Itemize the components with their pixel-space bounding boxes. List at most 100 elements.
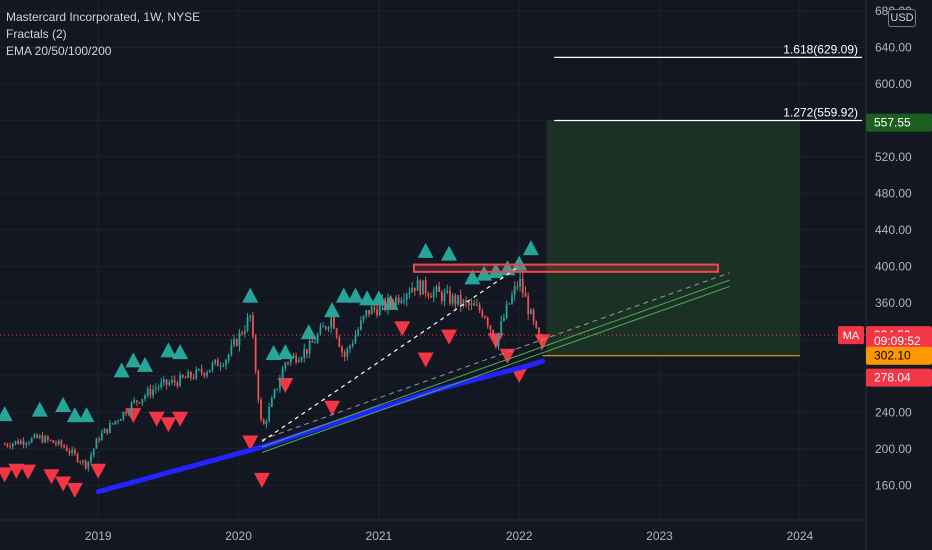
fractal-up-marker — [522, 240, 539, 256]
candle-body — [71, 449, 74, 454]
fib-1272-label: 1.272(559.92) — [783, 105, 858, 119]
candle-body — [335, 328, 338, 338]
fractal-up-marker — [160, 342, 177, 358]
fractals-down-layer — [0, 321, 551, 498]
candle-body — [503, 317, 505, 321]
candle-body — [246, 317, 249, 331]
candle-body — [30, 437, 33, 443]
candle-body — [73, 449, 76, 454]
candle-body — [257, 371, 260, 400]
price-label-text: 09:09:52 — [874, 334, 921, 348]
candle-body — [109, 423, 111, 433]
candle-body — [138, 402, 141, 404]
candle-body — [176, 382, 179, 387]
indicator-fractals[interactable]: Fractals (2) — [6, 27, 67, 41]
fractal-down-marker — [277, 377, 294, 393]
candle-body — [438, 286, 441, 292]
candle-body — [211, 363, 214, 370]
symbol-title[interactable]: Mastercard Incorporated, 1W, NYSE — [6, 10, 201, 24]
fractal-up-marker — [172, 344, 189, 360]
candle-body — [419, 280, 422, 295]
y-tick-label: 240.00 — [875, 405, 912, 419]
candle-body — [206, 372, 208, 376]
fractal-up-marker — [265, 345, 282, 361]
candle-body — [260, 399, 262, 420]
fractal-up-marker — [0, 406, 13, 422]
candle-body — [22, 440, 25, 445]
candle-body — [117, 420, 119, 422]
candle-body — [52, 440, 55, 444]
symbol-badge-text: MA — [843, 330, 860, 342]
channel-line — [261, 279, 730, 448]
candle-body — [133, 400, 136, 403]
candle-body — [168, 382, 171, 385]
candle-body — [322, 326, 324, 328]
fractal-up-marker — [66, 407, 83, 423]
candle-body — [208, 369, 211, 373]
candle-body — [92, 448, 95, 456]
candle-body — [443, 292, 446, 302]
candle-body — [413, 287, 416, 291]
candle-body — [327, 327, 330, 329]
candle-body — [198, 369, 200, 371]
candle-body — [184, 377, 187, 379]
y-tick-label: 440.00 — [875, 223, 912, 237]
y-tick-label: 200.00 — [875, 442, 912, 456]
indicator-ema[interactable]: EMA 20/50/100/200 — [6, 44, 112, 58]
candle-body — [395, 297, 397, 306]
candle-body — [494, 338, 497, 347]
candle-body — [314, 342, 316, 344]
y-tick-label: 600.00 — [875, 77, 912, 91]
fractal-down-marker — [511, 367, 528, 383]
candles-layer — [3, 272, 543, 472]
fractal-down-marker — [417, 352, 434, 368]
candle-body — [481, 310, 484, 317]
candle-body — [214, 359, 217, 364]
fractal-down-marker — [160, 417, 177, 433]
candle-body — [241, 332, 244, 334]
fractal-up-marker — [125, 352, 142, 368]
candle-body — [11, 443, 14, 447]
candle-body — [163, 379, 165, 383]
y-tick-label: 640.00 — [875, 40, 912, 54]
candle-body — [268, 407, 271, 421]
fractal-down-marker — [499, 348, 516, 364]
price-label-text: 557.55 — [874, 116, 911, 130]
candle-body — [106, 428, 109, 433]
candle-body — [195, 369, 198, 379]
fractal-up-marker — [137, 356, 153, 372]
candle-body — [411, 287, 414, 293]
candle-body — [289, 358, 292, 363]
candle-body — [535, 321, 538, 328]
x-tick-label: 2023 — [646, 529, 673, 543]
candle-body — [33, 434, 36, 438]
ema-200-line — [95, 358, 546, 495]
candle-body — [300, 357, 303, 361]
candle-body — [68, 451, 71, 454]
candle-body — [497, 333, 500, 347]
fractal-down-marker — [441, 329, 458, 345]
fractal-up-marker — [55, 397, 72, 413]
candle-body — [157, 387, 160, 389]
x-axis[interactable]: 2019 2020 2021 2022 2023 2024 — [85, 529, 814, 543]
candle-body — [57, 440, 60, 445]
candle-body — [324, 326, 327, 329]
candle-body — [333, 317, 335, 329]
chart-legend: Mastercard Incorporated, 1W, NYSE Fracta… — [6, 9, 200, 60]
candle-body — [384, 299, 387, 309]
candle-body — [173, 379, 176, 383]
candle-body — [373, 306, 376, 310]
resistance-box[interactable] — [412, 263, 719, 273]
x-tick-label: 2019 — [85, 529, 112, 543]
candle-body — [249, 315, 252, 318]
candle-body — [270, 397, 273, 408]
currency-button[interactable]: USD — [888, 9, 916, 27]
price-label: 302.10 — [866, 346, 932, 365]
symbol-badge-bg — [838, 326, 864, 345]
candle-body — [49, 439, 52, 441]
fractal-up-marker — [359, 290, 376, 306]
candle-body — [122, 411, 125, 420]
candle-body — [216, 359, 219, 367]
